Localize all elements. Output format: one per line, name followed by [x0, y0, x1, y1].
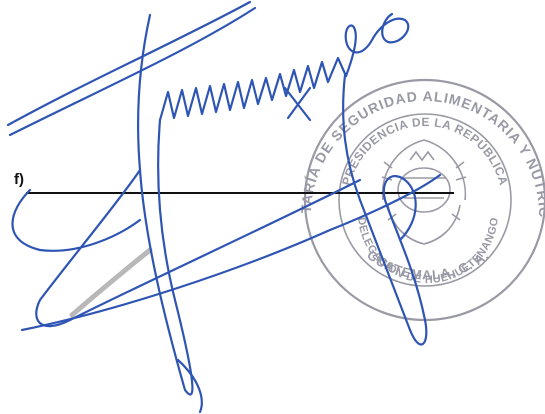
signature-label: f)	[14, 171, 24, 188]
stamp-inner-ring	[338, 113, 512, 287]
signature-line	[26, 192, 454, 194]
grey-smudge-mark	[69, 247, 153, 318]
